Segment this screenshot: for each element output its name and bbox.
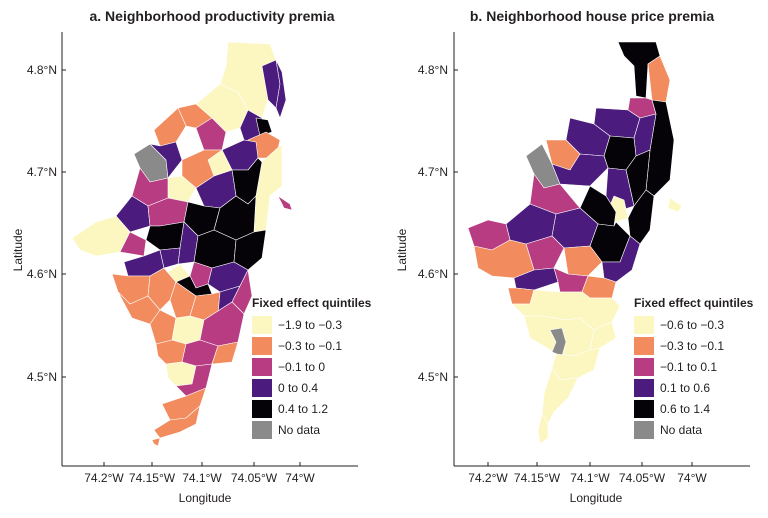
legend: Fixed effect quintiles −1.9 to −0.3 −0.3… xyxy=(252,296,371,440)
region xyxy=(541,367,579,425)
region xyxy=(551,153,609,187)
legend: Fixed effect quintiles −0.6 to −0.3 −0.3… xyxy=(634,296,753,440)
region xyxy=(537,413,549,445)
region xyxy=(507,287,535,305)
x-tick-label: 74.15°W xyxy=(514,471,561,485)
legend-label: 0.6 to 1.4 xyxy=(660,401,711,416)
legend-label: −0.6 to −0.3 xyxy=(660,317,725,332)
region xyxy=(255,117,273,137)
legend-swatch xyxy=(634,420,654,439)
choropleth-regions xyxy=(467,41,683,445)
region xyxy=(275,59,287,119)
x-tick-label: 74.1°W xyxy=(182,471,222,485)
y-tick-label: 4.8°N xyxy=(27,63,57,77)
legend-swatch xyxy=(634,336,654,355)
y-tick-label: 4.6°N xyxy=(27,267,57,281)
x-tick-label: 74.2°W xyxy=(468,471,508,485)
region xyxy=(165,361,197,387)
x-tick-label: 74.1°W xyxy=(570,471,610,485)
legend-label: −0.1 to 0 xyxy=(278,359,326,374)
y-tick-label: 4.6°N xyxy=(418,267,448,281)
y-axis-title: Latitude xyxy=(395,228,409,271)
legend-item: −0.3 to −0.1 xyxy=(252,335,371,356)
region xyxy=(155,339,187,365)
y-tick-label: 4.5°N xyxy=(418,370,448,384)
x-tick-label: 74.2°W xyxy=(84,471,124,485)
legend-label: 0.4 to 1.2 xyxy=(278,401,329,416)
legend-swatch xyxy=(252,378,272,397)
x-tick-label: 74.05°W xyxy=(231,471,278,485)
legend-swatch xyxy=(634,399,654,418)
region xyxy=(277,195,293,211)
region xyxy=(667,197,683,213)
legend-swatch xyxy=(252,399,272,418)
legend-item: 0.1 to 0.6 xyxy=(634,377,753,398)
legend-swatch xyxy=(634,315,654,334)
x-tick-label: 74°W xyxy=(677,471,707,485)
region xyxy=(647,55,671,103)
region xyxy=(145,221,185,251)
region xyxy=(153,405,201,439)
y-tick-label: 4.7°N xyxy=(418,165,448,179)
panel-productivity: a. Neighborhood productivity premia 4.8°… xyxy=(11,8,371,505)
region xyxy=(159,247,181,269)
y-tick-label: 4.8°N xyxy=(418,63,448,77)
legend-title: Fixed effect quintiles xyxy=(634,296,754,310)
x-axis-title: Longitude xyxy=(570,491,623,505)
legend-label: −0.1 to 0.1 xyxy=(660,359,718,374)
legend-swatch xyxy=(634,378,654,397)
region xyxy=(589,321,617,351)
region xyxy=(195,117,227,151)
y-axis-title: Latitude xyxy=(11,228,25,271)
region xyxy=(153,107,187,147)
panel-title: b. Neighborhood house price premia xyxy=(469,8,715,24)
region xyxy=(171,315,205,345)
panel-title: a. Neighborhood productivity premia xyxy=(89,8,335,24)
x-tick-label: 74.05°W xyxy=(619,471,666,485)
legend-swatch xyxy=(252,315,272,334)
map-productivity: 4.8°N 4.7°N 4.6°N 4.5°N 74.2°W 74.15°W 7… xyxy=(11,32,358,505)
legend-label: No data xyxy=(278,422,321,437)
region xyxy=(627,189,655,245)
legend-item: −1.9 to −0.3 xyxy=(252,314,371,335)
x-tick-label: 74.15°W xyxy=(129,471,176,485)
region xyxy=(151,437,161,447)
panel-house-price: b. Neighborhood house price premia 4.8°N… xyxy=(384,0,768,518)
legend-label: −1.9 to −0.3 xyxy=(278,317,343,332)
legend-item: 0.4 to 1.2 xyxy=(252,398,371,419)
legend-label: 0.1 to 0.6 xyxy=(660,380,711,395)
legend-item: −0.1 to 0.1 xyxy=(634,356,753,377)
legend-item: −0.1 to 0 xyxy=(252,356,371,377)
x-axis-title: Longitude xyxy=(179,491,232,505)
x-tick-label: 74°W xyxy=(285,471,315,485)
legend-swatch xyxy=(252,420,272,439)
region xyxy=(563,245,603,277)
y-tick-label: 4.7°N xyxy=(27,165,57,179)
legend-label: 0 to 0.4 xyxy=(278,380,319,395)
legend-label: −0.3 to −0.1 xyxy=(660,338,725,353)
legend-item: −0.3 to −0.1 xyxy=(634,335,753,356)
legend-swatch xyxy=(252,357,272,376)
choropleth-regions xyxy=(71,41,293,447)
legend-item: No data xyxy=(252,419,371,440)
region xyxy=(211,341,239,365)
legend-item: No data xyxy=(634,419,753,440)
legend-swatch xyxy=(634,357,654,376)
legend-label: No data xyxy=(660,422,703,437)
map-house-price: 4.8°N 4.7°N 4.6°N 4.5°N 74.2°W 74.15°W 7… xyxy=(395,32,750,505)
legend-item: −0.6 to −0.3 xyxy=(634,314,753,335)
y-tick-label: 4.5°N xyxy=(27,370,57,384)
legend-swatch xyxy=(252,336,272,355)
legend-item: 0.6 to 1.4 xyxy=(634,398,753,419)
region xyxy=(119,231,147,257)
legend-title: Fixed effect quintiles xyxy=(252,296,372,310)
legend-label: −0.3 to −0.1 xyxy=(278,338,343,353)
region xyxy=(207,149,233,177)
legend-item: 0 to 0.4 xyxy=(252,377,371,398)
